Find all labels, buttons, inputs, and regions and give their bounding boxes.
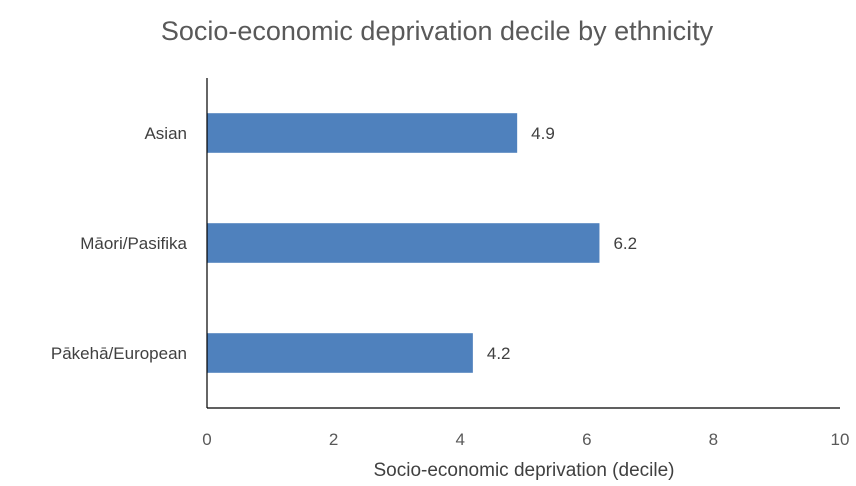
x-tick-label: 8 bbox=[709, 430, 718, 449]
category-label: Pākehā/European bbox=[51, 344, 187, 363]
bar-3 bbox=[207, 333, 473, 373]
bar-2 bbox=[207, 223, 600, 263]
x-axis-title: Socio-economic deprivation (decile) bbox=[374, 460, 675, 481]
bar-1 bbox=[207, 113, 518, 153]
x-tick-label: 2 bbox=[329, 430, 338, 449]
data-label: 4.2 bbox=[487, 344, 511, 363]
category-label: Asian bbox=[144, 124, 187, 143]
bars-group bbox=[207, 113, 600, 373]
data-label: 6.2 bbox=[613, 234, 637, 253]
x-tick-label: 6 bbox=[582, 430, 591, 449]
category-labels: Asian Māori/Pasifika Pākehā/European bbox=[51, 124, 188, 363]
x-tick-label: 4 bbox=[455, 430, 464, 449]
x-tick-label: 10 bbox=[831, 430, 850, 449]
chart-title: Socio-economic deprivation decile by eth… bbox=[161, 16, 714, 46]
x-tick-labels: 0 2 4 6 8 10 bbox=[202, 430, 849, 449]
data-label: 4.9 bbox=[531, 124, 555, 143]
data-labels: 4.9 6.2 4.2 bbox=[487, 124, 637, 363]
x-tick-label: 0 bbox=[202, 430, 211, 449]
category-label: Māori/Pasifika bbox=[80, 234, 187, 253]
